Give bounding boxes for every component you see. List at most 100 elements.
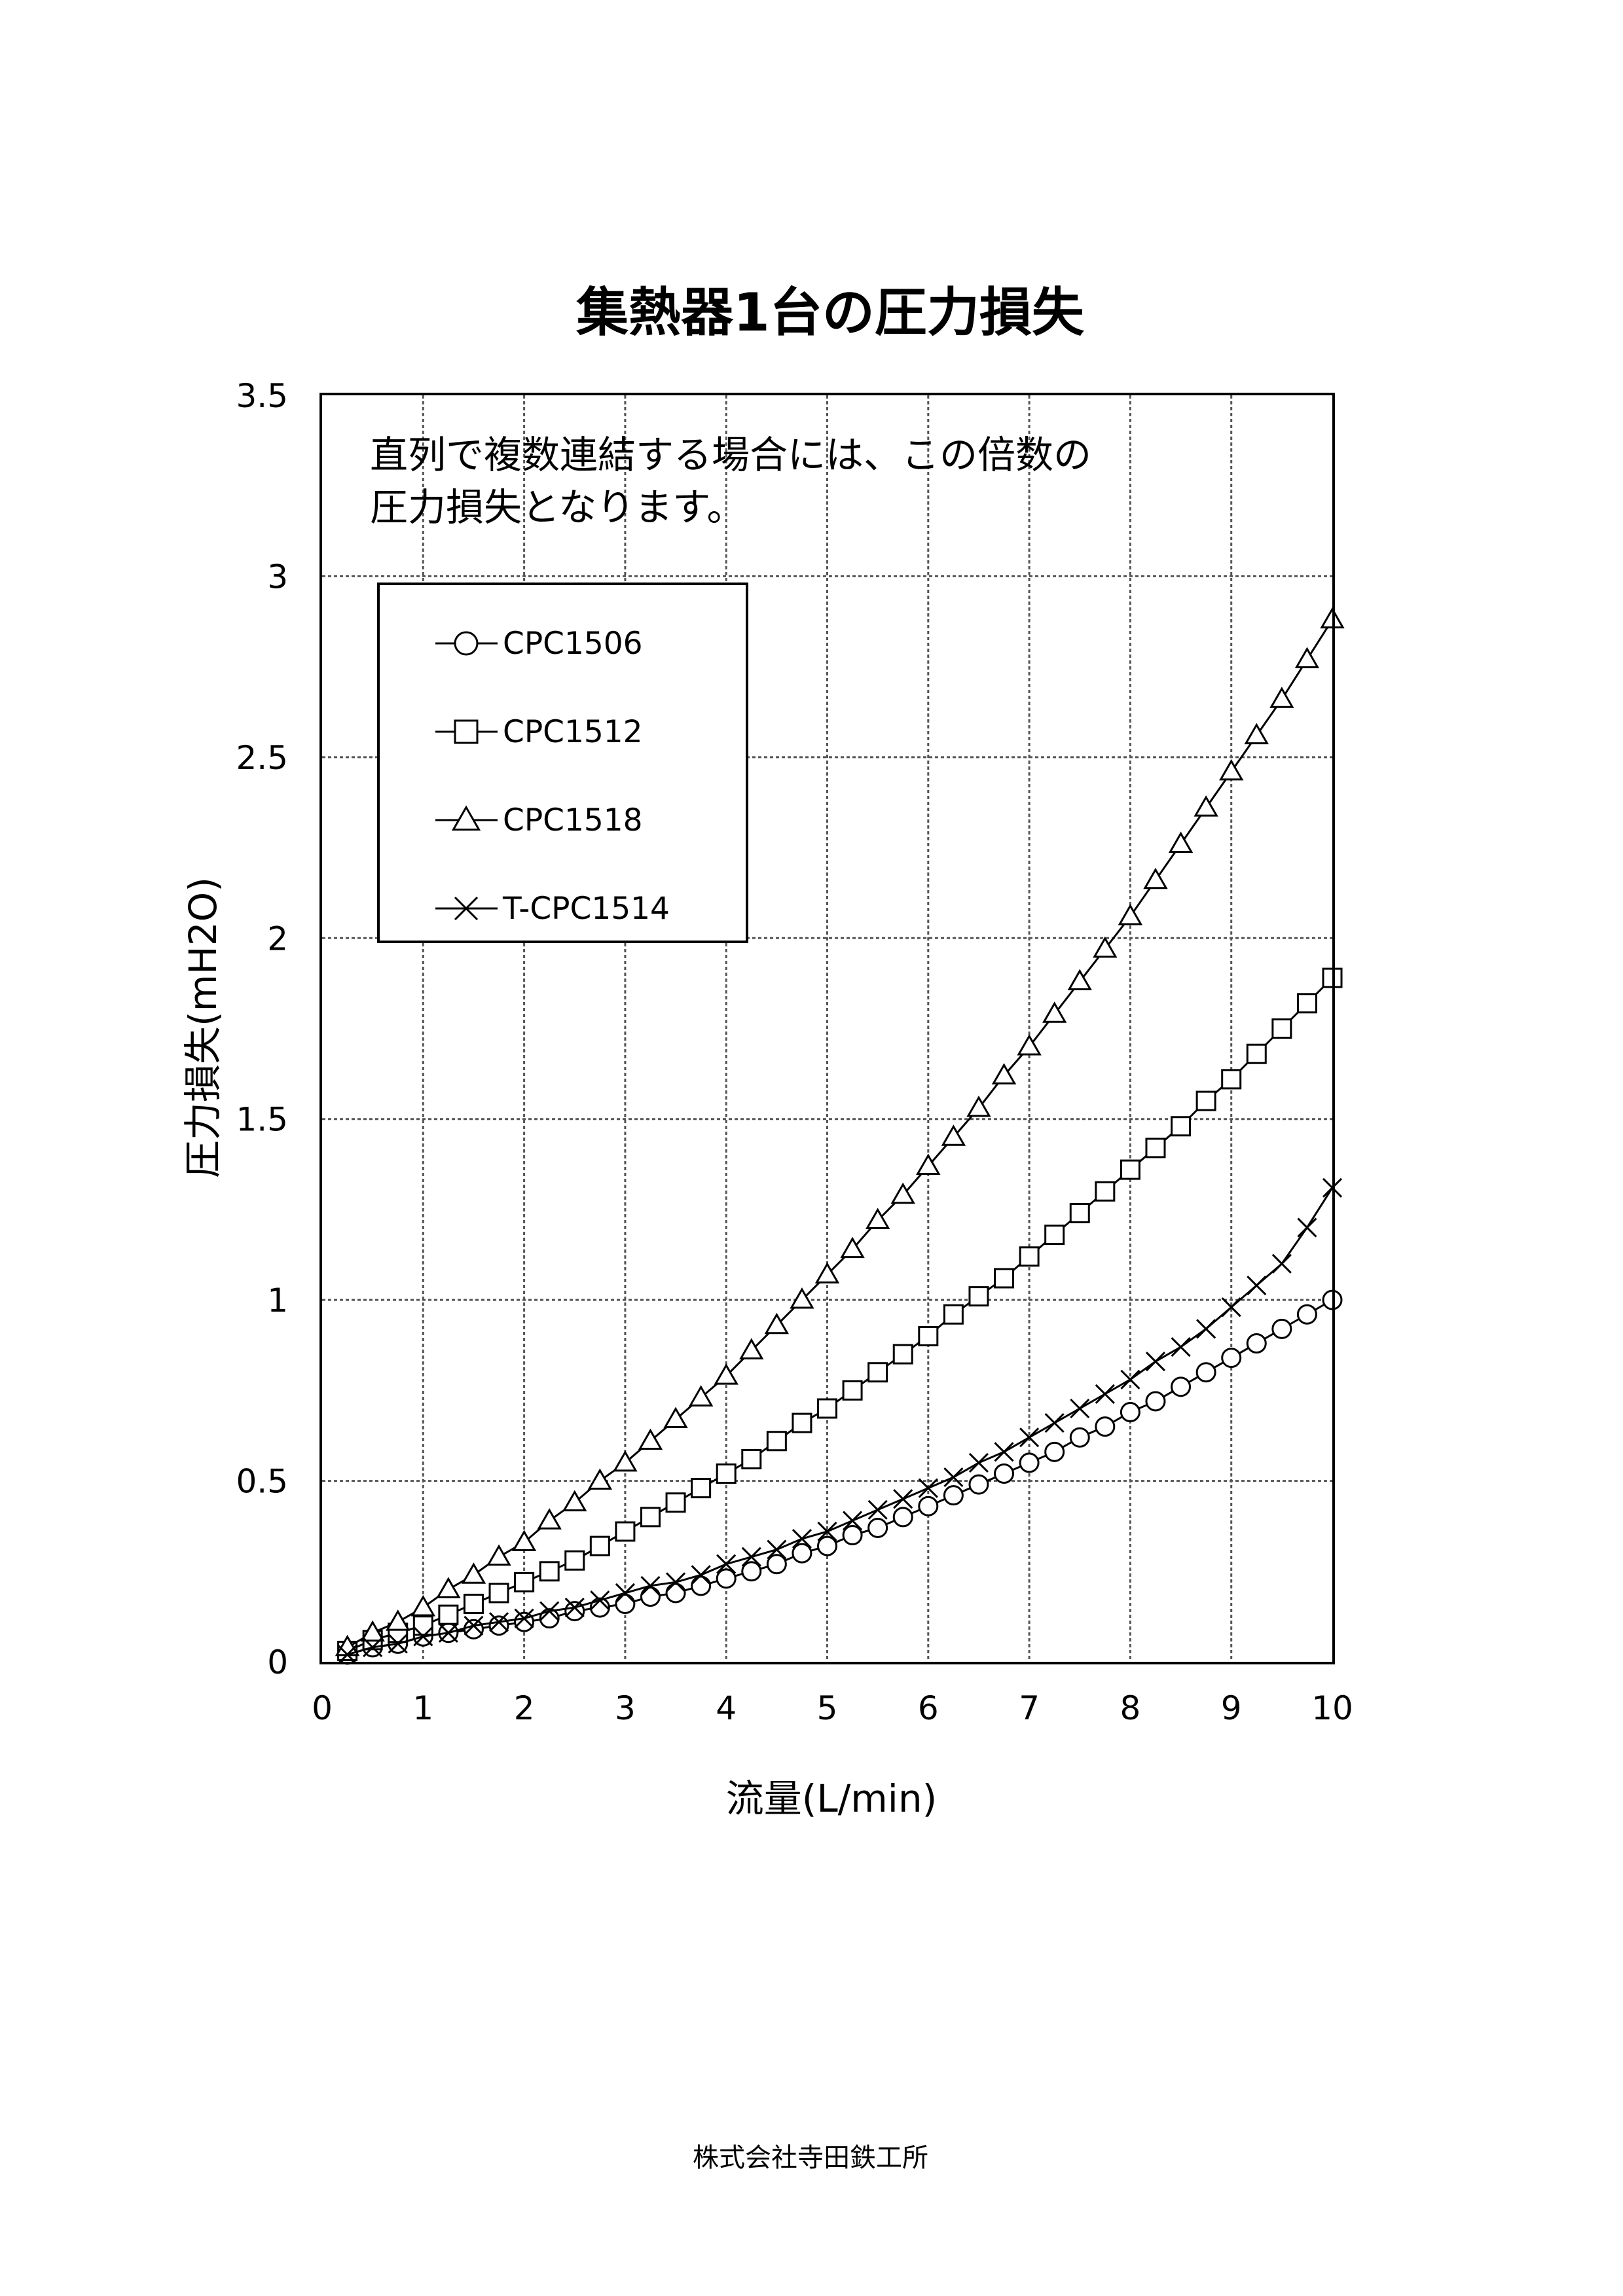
series-T-CPC1514 [337,1177,1343,1665]
data-point [994,1268,1015,1289]
data-point [892,1507,913,1528]
data-point [918,1478,938,1498]
data-point [1271,1018,1292,1039]
x-tick-label: 0 [312,1689,333,1727]
series-layer [335,607,1345,1665]
data-point [363,1637,383,1657]
series-line [347,1299,1333,1656]
data-point [640,1507,661,1528]
legend-marker [451,805,481,831]
data-point [1171,1336,1191,1357]
data-point [1093,936,1118,958]
data-point [817,1398,837,1419]
data-point [1296,1304,1317,1325]
legend-label: T-CPC1514 [502,891,670,927]
data-point [1019,1452,1040,1473]
x-tick-label: 1 [412,1689,433,1727]
data-point [589,1535,610,1556]
data-point [1145,1391,1166,1412]
footer-company: 株式会社寺田鉄工所 [693,2143,928,2173]
data-point [665,1492,686,1513]
data-point [1271,1318,1292,1339]
data-point [1019,1427,1040,1448]
data-point [413,1626,433,1647]
data-point [966,1096,991,1117]
data-point [890,1182,915,1204]
data-point [564,1598,585,1618]
data-point [1171,1376,1192,1397]
data-point [539,1608,560,1629]
data-point [1296,993,1317,1014]
data-point [918,1496,939,1516]
data-point [1095,1416,1116,1437]
y-tick-label: 2 [267,920,288,958]
data-point [1269,687,1294,708]
data-point [589,1597,610,1618]
data-point [665,1572,686,1592]
data-point [716,1568,737,1589]
data-point [691,1575,712,1596]
y-tick-label: 3.5 [236,377,288,415]
x-tick-labels: 0 1 2 3 4 5 6 7 8 9 10 [312,1689,1353,1727]
data-point [615,1594,636,1615]
data-point [892,1344,913,1365]
legend: CPC1506 CPC1512 CPC1518 T-CPC1514 [377,583,748,943]
data-point [714,1363,739,1385]
x-tick-label: 9 [1221,1689,1242,1727]
data-point [918,1325,939,1346]
data-point [539,1561,560,1582]
data-point [663,1407,688,1428]
data-point [587,1468,613,1490]
data-point [511,1530,537,1551]
data-point [464,1615,484,1636]
data-point [537,1508,562,1530]
data-point [840,1236,865,1259]
data-point [1070,1398,1090,1419]
data-point [790,1287,814,1309]
data-point [488,1615,509,1636]
data-point [1067,969,1092,991]
data-point [488,1612,509,1632]
plot-frame [319,393,1335,1664]
data-point [1221,1348,1242,1369]
data-point [1145,1352,1166,1372]
data-point [941,1124,966,1146]
data-point [1195,1090,1216,1111]
data-point [615,1521,636,1542]
data-point [463,1594,484,1615]
data-point [1095,1181,1116,1202]
legend-label: CPC1512 [503,714,643,750]
data-point [1118,904,1143,925]
x-tick-label: 3 [615,1689,636,1727]
data-point [615,1583,635,1604]
grid [322,395,1332,1662]
data-point [438,1604,459,1625]
data-point [916,1153,941,1175]
data-point [716,1463,737,1484]
data-point [1044,1225,1065,1246]
y-tick-labels: 0 0.5 1 1.5 2 2.5 3 3.5 [236,377,288,1681]
data-point [1271,1253,1292,1274]
data-point [867,1499,888,1520]
data-point [867,1362,888,1383]
legend-marker [454,896,479,921]
data-point [741,1448,762,1469]
data-point [514,1608,534,1628]
data-point [1019,1246,1040,1267]
legend-label: CPC1518 [503,802,643,838]
data-point [388,1634,408,1654]
series-line [346,977,1334,1652]
data-point [968,1286,989,1307]
data-point [792,1528,812,1549]
data-point [766,1554,787,1575]
data-point [1120,1402,1140,1423]
data-point [766,1431,787,1452]
data-point [1095,1384,1115,1404]
data-point [943,1304,964,1325]
x-tick-label: 5 [817,1689,838,1727]
data-point [461,1562,486,1584]
data-point [688,1385,714,1407]
series-line [346,619,1334,1649]
data-point [1247,1275,1267,1296]
x-tick-label: 7 [1019,1689,1040,1727]
